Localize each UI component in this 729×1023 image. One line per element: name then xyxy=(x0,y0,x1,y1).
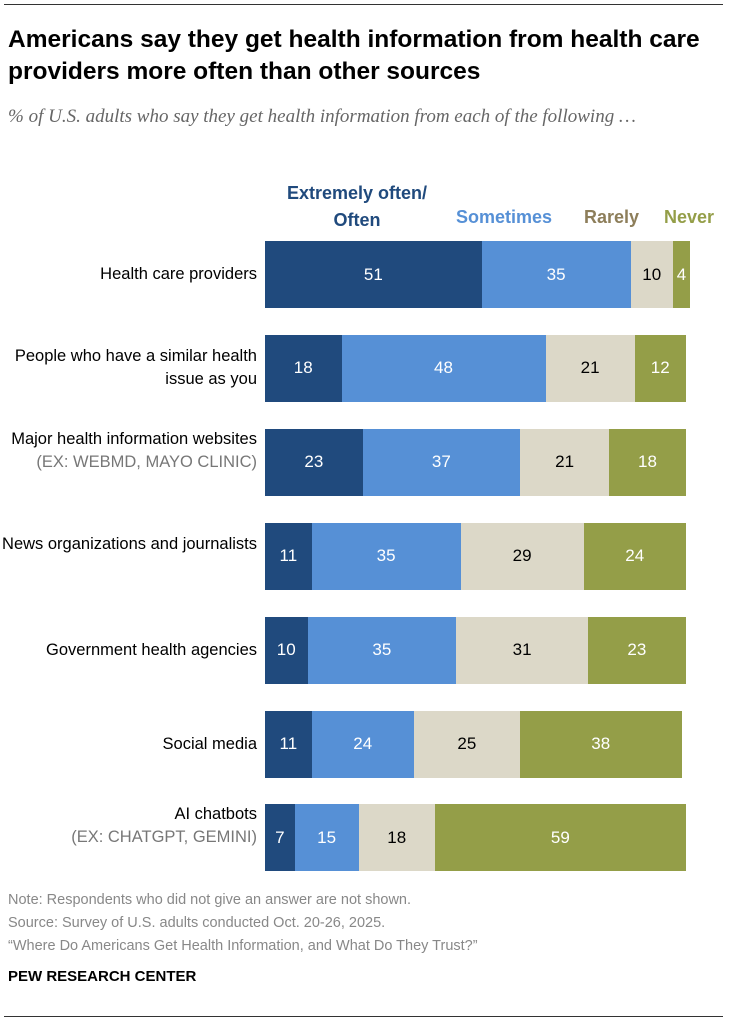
top-rule xyxy=(4,4,723,5)
source: Source: Survey of U.S. adults conducted … xyxy=(8,915,386,931)
bar-segment: 7 xyxy=(265,804,295,872)
data-label: 7 xyxy=(275,827,285,847)
bar-segment: 21 xyxy=(545,334,635,402)
row-label: AI chatbots (EX: CHATGPT, GEMINI) xyxy=(0,803,257,849)
bar-segment: 59 xyxy=(435,804,686,872)
data-label: 10 xyxy=(642,264,662,284)
report-title: “Where Do Americans Get Health Informati… xyxy=(8,938,478,954)
data-label: 21 xyxy=(580,358,600,378)
chart-subtitle: % of U.S. adults who say they get health… xyxy=(8,106,636,127)
bar-segment: 18 xyxy=(265,334,342,402)
row-label: Social media xyxy=(0,733,257,756)
bar-segment: 11 xyxy=(265,522,312,590)
data-label: 51 xyxy=(363,264,383,284)
data-label: 10 xyxy=(276,640,296,660)
bar-segment: 10 xyxy=(265,616,308,684)
data-label: 18 xyxy=(638,452,657,472)
bar-segment: 25 xyxy=(413,710,520,778)
bar-segment: 24 xyxy=(311,710,414,778)
row-label-text: Major health information websites xyxy=(11,429,257,448)
note: Note: Respondents who did not give an an… xyxy=(8,892,412,908)
row-label: News organizations and journalists xyxy=(0,533,257,556)
bar-segment: 37 xyxy=(362,428,520,496)
data-label: 18 xyxy=(293,358,313,378)
bar-segment: 35 xyxy=(481,241,631,308)
bar-segment: 12 xyxy=(634,334,686,402)
data-label: 38 xyxy=(591,734,611,753)
data-label: 24 xyxy=(625,546,645,566)
data-label: 31 xyxy=(512,640,532,660)
row-label-sub: (EX: WEBMD, MAYO CLINIC) xyxy=(36,452,257,471)
data-label: 21 xyxy=(555,452,575,472)
data-label: 11 xyxy=(279,546,298,566)
bar-segment: 10 xyxy=(630,241,673,308)
bar-segment: 31 xyxy=(456,616,588,684)
data-label: 18 xyxy=(387,827,407,847)
bar-segment: 24 xyxy=(583,522,686,590)
data-label: 35 xyxy=(372,640,392,660)
legend-rarely: Rarely xyxy=(584,207,640,227)
row-label: People who have a similar health issue a… xyxy=(0,345,257,391)
data-label: 48 xyxy=(434,358,453,378)
bar-segment: 23 xyxy=(588,616,686,684)
bar-segment: 38 xyxy=(520,710,682,778)
data-label: 23 xyxy=(304,452,324,472)
legend-sometimes: Sometimes xyxy=(456,207,553,227)
legend-often: Extremely often/ Often xyxy=(286,183,428,230)
data-label: 35 xyxy=(376,546,396,566)
data-label: 4 xyxy=(676,264,687,284)
data-label: 29 xyxy=(512,546,532,566)
data-label: 37 xyxy=(431,452,451,472)
row-label-text: Government health agencies xyxy=(46,640,257,659)
row-label: Government health agencies xyxy=(0,639,257,662)
bar-segment: 11 xyxy=(265,710,312,778)
chart-title: Americans say they get health informatio… xyxy=(8,26,700,85)
bar-segment: 29 xyxy=(460,522,584,590)
data-label: 11 xyxy=(279,734,298,753)
row-label: Major health information websites (EX: WE… xyxy=(0,428,257,474)
row-label-text: People who have a similar health issue a… xyxy=(14,347,257,389)
data-label: 15 xyxy=(317,827,337,847)
row-label-text: Social media xyxy=(162,734,257,753)
bar-segment: 18 xyxy=(358,804,435,872)
bar-segment: 15 xyxy=(294,804,359,872)
row-label-sub: (EX: CHATGPT, GEMINI) xyxy=(71,828,257,847)
data-label: 24 xyxy=(353,734,373,753)
bottom-rule xyxy=(4,1016,723,1017)
bar-segment: 4 xyxy=(673,241,690,308)
data-label: 59 xyxy=(550,827,570,847)
bar-segment: 18 xyxy=(609,428,686,496)
legend-never: Never xyxy=(664,207,715,227)
row-label-text: News organizations and journalists xyxy=(2,535,257,554)
brand-logo: PEW RESEARCH CENTER xyxy=(8,968,197,985)
bar-segment: 35 xyxy=(311,522,461,590)
data-label: 12 xyxy=(650,358,670,378)
row-label: Health care providers xyxy=(0,263,257,286)
bar-segment: 48 xyxy=(341,334,546,402)
bar-segment: 51 xyxy=(265,241,482,308)
bar-segment: 35 xyxy=(307,616,457,684)
data-label: 35 xyxy=(546,264,566,284)
data-label: 25 xyxy=(457,734,477,753)
bar-segment: 23 xyxy=(265,428,363,496)
row-label-text: AI chatbots xyxy=(174,805,257,824)
data-label: 23 xyxy=(627,640,647,660)
row-label-text: Health care providers xyxy=(100,265,257,283)
bar-segment: 21 xyxy=(520,428,610,496)
